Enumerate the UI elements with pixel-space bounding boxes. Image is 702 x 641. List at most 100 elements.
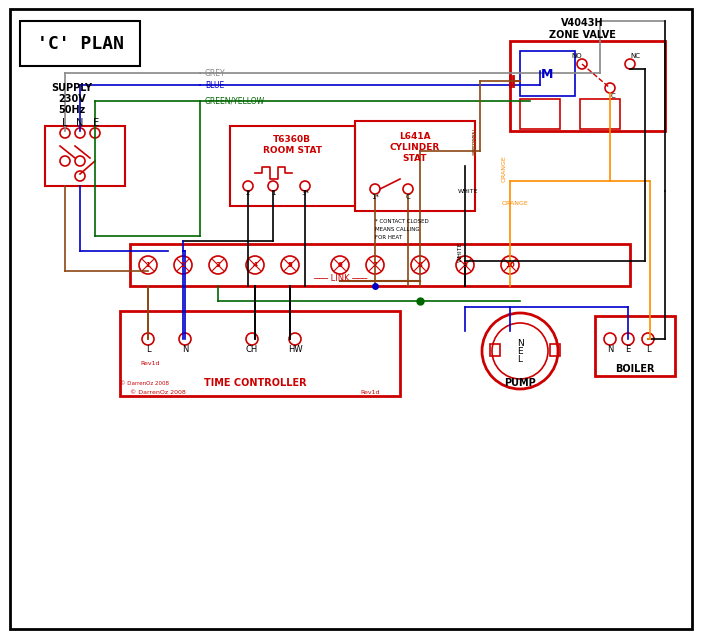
Text: TIME CONTROLLER: TIME CONTROLLER xyxy=(204,378,306,388)
Text: © DarrenOz 2008: © DarrenOz 2008 xyxy=(120,381,169,385)
Text: NO: NO xyxy=(571,53,583,59)
Text: Rev1d: Rev1d xyxy=(140,360,159,365)
Text: SUPPLY: SUPPLY xyxy=(51,83,93,93)
Circle shape xyxy=(577,59,587,69)
Circle shape xyxy=(366,256,384,274)
Text: E: E xyxy=(517,347,523,356)
Text: 6: 6 xyxy=(338,262,343,268)
Text: GREY: GREY xyxy=(205,69,225,78)
Text: L: L xyxy=(646,344,650,353)
Text: E: E xyxy=(93,118,99,128)
Text: L: L xyxy=(146,344,150,353)
Circle shape xyxy=(179,333,191,345)
Text: 230V: 230V xyxy=(58,94,86,104)
Text: 10: 10 xyxy=(505,262,515,268)
Text: HW: HW xyxy=(288,344,303,353)
Text: 'C' PLAN: 'C' PLAN xyxy=(37,35,124,53)
Circle shape xyxy=(482,313,558,389)
Text: GREEN/YELLOW: GREEN/YELLOW xyxy=(205,97,265,106)
Bar xyxy=(355,121,475,211)
Text: N: N xyxy=(77,118,84,128)
Circle shape xyxy=(60,128,70,138)
Circle shape xyxy=(605,83,615,93)
Bar xyxy=(595,316,675,376)
Text: V4043H: V4043H xyxy=(561,18,603,28)
Circle shape xyxy=(501,256,519,274)
Circle shape xyxy=(90,128,100,138)
Text: C: C xyxy=(406,194,411,200)
Text: BROWN: BROWN xyxy=(472,128,477,152)
Text: ZONE VALVE: ZONE VALVE xyxy=(548,30,616,40)
Circle shape xyxy=(268,181,278,191)
Text: L: L xyxy=(517,354,522,363)
Text: BROWN: BROWN xyxy=(472,131,477,155)
Circle shape xyxy=(209,256,227,274)
Circle shape xyxy=(139,256,157,274)
Circle shape xyxy=(246,256,264,274)
Text: 3*: 3* xyxy=(301,190,309,196)
Circle shape xyxy=(492,323,548,379)
Bar xyxy=(130,244,630,286)
Circle shape xyxy=(456,256,474,274)
Circle shape xyxy=(289,333,301,345)
Text: N: N xyxy=(182,344,188,353)
Text: BOILER: BOILER xyxy=(615,364,655,374)
Circle shape xyxy=(174,256,192,274)
Text: MEANS CALLING: MEANS CALLING xyxy=(375,226,420,231)
Text: WHITE: WHITE xyxy=(458,188,479,194)
Text: CH: CH xyxy=(246,344,258,353)
Circle shape xyxy=(75,171,85,181)
Text: BLUE: BLUE xyxy=(205,81,224,90)
Circle shape xyxy=(243,181,253,191)
Bar xyxy=(550,344,560,356)
Text: © DarrenOz 2008: © DarrenOz 2008 xyxy=(130,390,186,395)
Circle shape xyxy=(370,184,380,194)
Text: 2: 2 xyxy=(246,190,250,196)
Text: 4: 4 xyxy=(253,262,258,268)
Text: 2: 2 xyxy=(180,262,185,268)
Bar xyxy=(20,21,140,66)
Text: Rev1d: Rev1d xyxy=(360,390,380,395)
Text: N: N xyxy=(607,344,613,353)
Circle shape xyxy=(60,156,70,166)
Text: M: M xyxy=(541,67,553,81)
Text: 50Hz: 50Hz xyxy=(58,105,86,115)
Text: ORANGE: ORANGE xyxy=(502,201,529,206)
Circle shape xyxy=(281,256,299,274)
Text: 8: 8 xyxy=(418,262,423,268)
Text: N: N xyxy=(517,338,524,347)
Circle shape xyxy=(75,128,85,138)
Text: T6360B: T6360B xyxy=(273,135,311,144)
Bar xyxy=(45,126,125,186)
Text: PUMP: PUMP xyxy=(504,378,536,388)
Bar xyxy=(580,99,620,129)
Text: ─── LINK ───: ─── LINK ─── xyxy=(313,274,367,283)
Text: 1*: 1* xyxy=(371,194,379,200)
Bar xyxy=(120,311,400,396)
Circle shape xyxy=(411,256,429,274)
Text: FOR HEAT: FOR HEAT xyxy=(375,235,402,240)
Bar xyxy=(230,126,355,206)
Text: * CONTACT CLOSED: * CONTACT CLOSED xyxy=(375,219,429,224)
Circle shape xyxy=(246,333,258,345)
Circle shape xyxy=(331,256,349,274)
Text: STAT: STAT xyxy=(403,153,428,163)
Text: 3: 3 xyxy=(216,262,220,268)
Circle shape xyxy=(642,333,654,345)
Bar xyxy=(520,51,575,96)
Text: WHITE: WHITE xyxy=(458,242,463,262)
Text: ORANGE: ORANGE xyxy=(502,155,507,182)
Circle shape xyxy=(142,333,154,345)
Text: 1: 1 xyxy=(145,262,150,268)
Text: CYLINDER: CYLINDER xyxy=(390,142,440,151)
Text: E: E xyxy=(625,344,630,353)
Circle shape xyxy=(625,59,635,69)
Circle shape xyxy=(403,184,413,194)
Text: 1: 1 xyxy=(271,190,275,196)
Text: 5: 5 xyxy=(288,262,292,268)
Bar xyxy=(520,99,560,129)
Circle shape xyxy=(300,181,310,191)
Text: 9: 9 xyxy=(463,262,468,268)
Text: C: C xyxy=(611,93,616,99)
Text: ROOM STAT: ROOM STAT xyxy=(263,146,322,154)
